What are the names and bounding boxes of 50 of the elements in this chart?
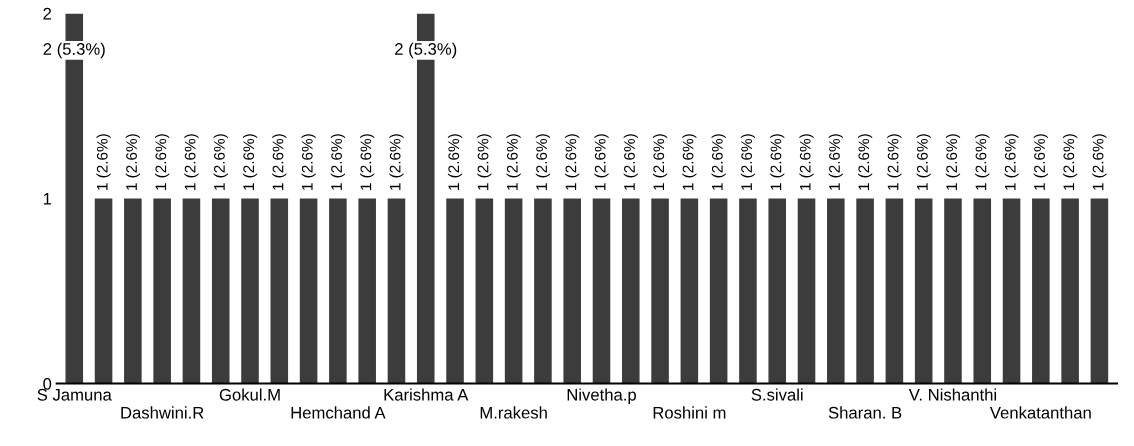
data-label: 1 (2.6%) xyxy=(96,134,111,190)
y-tick-label: 1 xyxy=(43,193,52,205)
data-label: 1 (2.6%) xyxy=(799,134,814,190)
data-label: 2 (5.3%) xyxy=(43,42,105,59)
x-tick-label: Roshini m xyxy=(653,406,726,419)
x-tick-label: Dashwini.R xyxy=(121,406,204,419)
data-label: 1 (2.6%) xyxy=(916,134,931,190)
data-label: 1 (2.6%) xyxy=(887,134,902,190)
x-tick-label: Venkatanthan xyxy=(989,406,1091,419)
data-label: 1 (2.6%) xyxy=(740,134,756,190)
data-label: 1 (2.6%) xyxy=(360,134,375,190)
data-label: 1 (2.6%) xyxy=(1033,134,1048,190)
data-label: 1 (2.6%) xyxy=(770,134,785,190)
data-label: 1 (2.6%) xyxy=(975,134,990,190)
x-tick-label: V. Nishanthi xyxy=(908,388,997,401)
data-label: 1 (2.6%) xyxy=(242,134,258,190)
x-tick-label: S.sivali xyxy=(751,388,803,401)
data-label: 1 (2.6%) xyxy=(301,134,316,190)
data-label: 1 (2.6%) xyxy=(506,134,521,190)
x-tick-label: Sharan. B xyxy=(828,406,902,419)
data-label: 1 (2.6%) xyxy=(1063,134,1078,190)
data-label: 1 (2.6%) xyxy=(125,134,140,190)
data-label: 1 (2.6%) xyxy=(682,134,697,190)
y-tick-label: 0 xyxy=(43,377,52,390)
data-label: 1 (2.6%) xyxy=(272,134,287,190)
data-label: 1 (2.6%) xyxy=(594,134,609,190)
data-label: 1 (2.6%) xyxy=(945,134,961,190)
data-label: 1 (2.6%) xyxy=(711,134,726,190)
data-label: 1 (2.6%) xyxy=(184,134,199,190)
x-tick-label: Nivetha.p xyxy=(567,388,636,404)
x-tick-label: M.rakesh xyxy=(480,406,547,419)
x-tick-label: Karishma A xyxy=(384,388,469,401)
data-label: 1 (2.6%) xyxy=(1092,134,1107,190)
data-label: 1 (2.6%) xyxy=(857,134,873,190)
data-label: 1 (2.6%) xyxy=(447,134,463,190)
data-label: 1 (2.6%) xyxy=(155,134,170,190)
x-tick-label: Hemchand A xyxy=(291,406,386,419)
data-label: 1 (2.6%) xyxy=(565,134,580,190)
data-label: 1 (2.6%) xyxy=(477,134,492,190)
data-label: 1 (2.6%) xyxy=(389,134,404,190)
x-tick-label: Gokul.M xyxy=(219,388,280,401)
data-label: 1 (2.6%) xyxy=(1004,134,1019,190)
data-label: 1 (2.6%) xyxy=(828,134,843,190)
data-label: 1 (2.6%) xyxy=(652,134,668,190)
data-label: 2 (5.3%) xyxy=(395,42,457,59)
data-label: 1 (2.6%) xyxy=(623,134,638,190)
data-label: 1 (2.6%) xyxy=(213,134,228,190)
data-label: 1 (2.6%) xyxy=(535,134,551,190)
y-tick-label: 2 xyxy=(43,7,51,20)
data-label: 1 (2.6%) xyxy=(330,134,345,190)
